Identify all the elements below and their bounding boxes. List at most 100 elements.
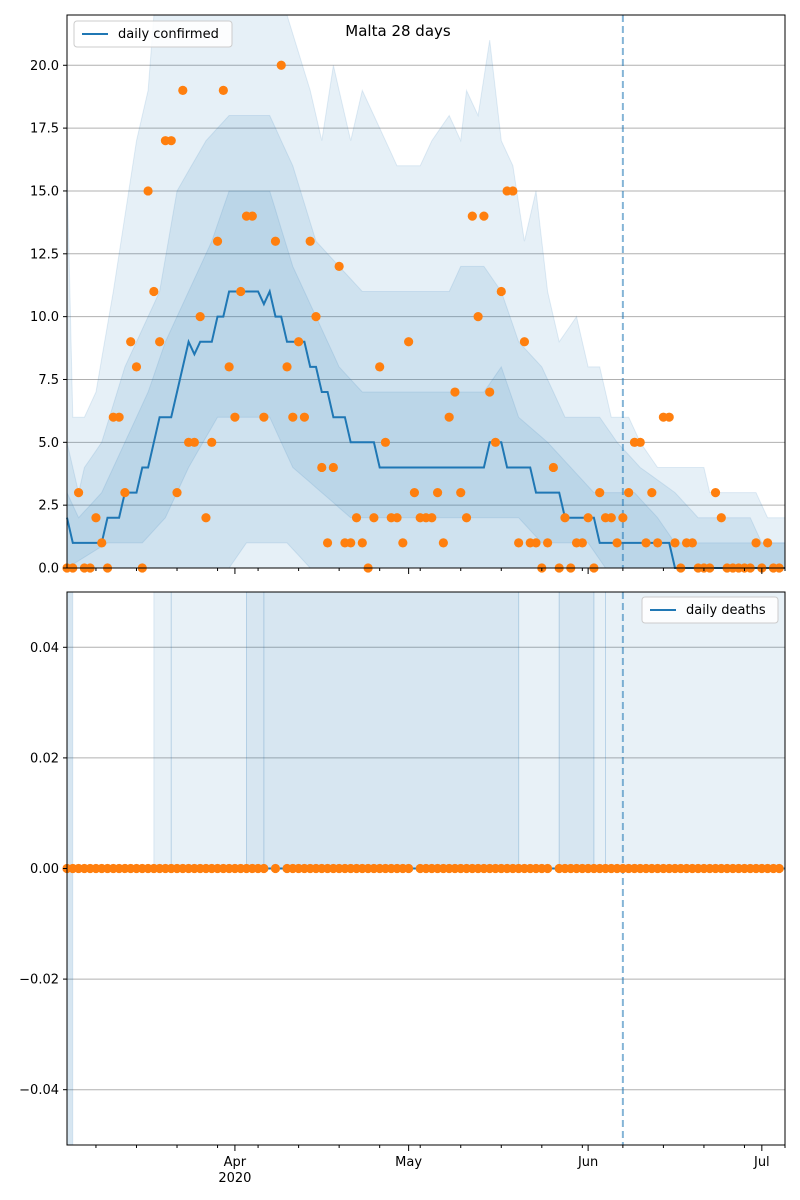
axes-frame-confirmed [66,14,786,569]
data-point [73,487,84,498]
data-point [560,513,570,523]
y-tick-label: 0.04 [30,641,59,656]
data-point [218,85,228,96]
legend-box [641,596,779,624]
data-point [91,513,101,523]
data-point [259,863,269,874]
data-point [392,513,402,523]
y-tick-label: 15.0 [30,184,59,199]
line-daily-confirmed [66,288,785,569]
data-point [288,412,298,422]
data-point [514,538,524,548]
y-tick-label: 0.02 [30,751,59,766]
band-light [170,591,247,869]
data-point [479,211,489,221]
y-tick-label: −0.04 [19,1083,59,1098]
data-point [461,513,472,523]
y-tick-label: 20.0 [30,59,59,74]
x-axis-confirmed [95,568,786,574]
y-tick-label: 0.00 [30,862,59,877]
data-point [438,538,448,548]
legend-confirmed: daily confirmed [73,20,233,48]
data-point [664,412,674,422]
data-point [328,462,338,473]
data-point [201,513,211,523]
data-point [467,211,477,221]
data-point [751,538,761,548]
data-point [189,437,199,447]
data-point [230,412,240,422]
data-point [247,211,257,221]
data-point [670,538,680,548]
data-point [485,387,495,397]
data-point [195,312,205,322]
data-point [612,538,622,548]
y-axis-confirmed: 0.0 2.5 5.0 7.5 10.0 12.5 15.0 17.5 20.0 [30,59,67,577]
band-dark [558,591,595,869]
x-tick-label: May [395,1155,422,1170]
plot-area-confirmed [67,15,785,568]
chart-title: Malta 28 days [345,22,451,40]
x-tick-label: Jun [577,1155,598,1170]
data-point [375,362,385,372]
data-point [624,487,634,498]
data-point [716,513,726,523]
legend-deaths: daily deaths [641,596,779,624]
legend-label: daily deaths [686,603,766,618]
series-points-observed-confirmed [62,60,784,573]
uncertainty-bands-confirmed [66,14,786,569]
data-point [710,487,721,498]
data-point [444,412,454,422]
data-point [519,337,530,347]
data-point [548,462,558,473]
band-light [605,591,786,869]
y-tick-label: 12.5 [30,247,59,262]
data-point [653,538,663,548]
data-point [508,186,518,196]
data-point [311,312,321,322]
confirmed-panel: 0.0 2.5 5.0 7.5 10.0 12.5 15.0 17.5 20.0 Malta 2… [30,14,786,577]
data-point [224,362,234,372]
data-point [357,538,367,548]
data-point [322,538,333,548]
data-point [149,286,159,297]
band-dark [246,591,265,869]
data-point [120,487,130,498]
data-point [635,437,645,447]
data-point [595,487,605,498]
data-point [294,337,304,347]
data-point [427,513,437,523]
y-tick-label: 2.5 [38,499,59,514]
x-tick-label: Apr [224,1155,247,1170]
data-point [270,236,281,246]
band-light [518,591,560,869]
data-point [207,437,217,447]
data-point [155,337,165,347]
data-point [618,513,628,523]
y-tick-label: 5.0 [38,436,59,451]
data-point [131,362,142,372]
data-point [305,236,315,246]
data-point [404,337,414,347]
data-point [542,863,553,874]
data-point [351,513,362,523]
data-point [270,863,281,874]
series-points-observed-deaths [62,863,784,874]
data-point [178,85,188,96]
data-point [143,186,153,196]
y-tick-label: 17.5 [30,122,59,137]
data-point [166,136,176,146]
data-point [687,538,697,548]
data-point [126,337,136,347]
data-point [763,538,773,548]
data-point [774,863,784,874]
legend-box [73,20,233,48]
y-tick-label: −0.02 [19,973,59,988]
data-point [346,538,356,548]
data-point [114,412,124,422]
data-point [259,412,269,422]
y-axis-deaths: −0.04 −0.02 0.00 0.02 0.04 [19,641,67,1098]
